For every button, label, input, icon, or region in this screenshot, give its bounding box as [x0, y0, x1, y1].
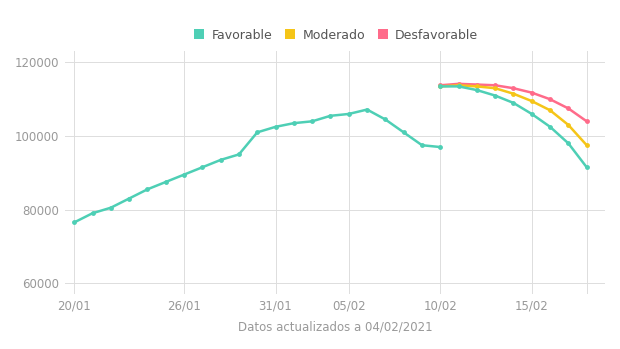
Line: Favorable: Favorable: [72, 107, 443, 225]
Favorable: [107, 206, 115, 210]
Moderado: [565, 123, 572, 127]
Moderado: [510, 92, 517, 96]
Favorable: [71, 220, 78, 224]
Desfavorable: [565, 106, 572, 111]
Favorable: [308, 119, 316, 124]
Favorable: [327, 114, 334, 118]
Favorable: [254, 130, 261, 134]
Favorable: [436, 145, 444, 149]
Desfavorable: [436, 83, 444, 87]
Desfavorable: [583, 119, 590, 124]
Favorable: [418, 143, 426, 147]
Line: Moderado: Moderado: [438, 83, 589, 148]
Favorable: [400, 130, 407, 134]
Favorable: [272, 125, 279, 129]
Desfavorable: [473, 82, 480, 87]
Favorable: [382, 117, 389, 121]
X-axis label: Datos actualizados a 04/02/2021: Datos actualizados a 04/02/2021: [237, 321, 432, 334]
Favorable: [235, 152, 242, 156]
Moderado: [436, 84, 444, 89]
Moderado: [492, 86, 499, 90]
Favorable: [290, 121, 298, 125]
Moderado: [546, 108, 554, 112]
Legend: Favorable, Moderado, Desfavorable: Favorable, Moderado, Desfavorable: [192, 29, 478, 42]
Favorable: [180, 172, 188, 177]
Moderado: [528, 99, 536, 103]
Moderado: [473, 84, 480, 89]
Desfavorable: [528, 90, 536, 95]
Favorable: [144, 187, 151, 192]
Favorable: [198, 165, 206, 169]
Desfavorable: [510, 86, 517, 90]
Favorable: [162, 180, 169, 184]
Favorable: [363, 107, 371, 112]
Line: Desfavorable: Desfavorable: [438, 81, 589, 124]
Desfavorable: [546, 97, 554, 101]
Moderado: [455, 83, 463, 87]
Moderado: [583, 143, 590, 147]
Favorable: [345, 112, 353, 116]
Favorable: [89, 211, 96, 215]
Favorable: [125, 196, 133, 201]
Desfavorable: [492, 83, 499, 87]
Favorable: [217, 158, 224, 162]
Desfavorable: [455, 82, 463, 86]
